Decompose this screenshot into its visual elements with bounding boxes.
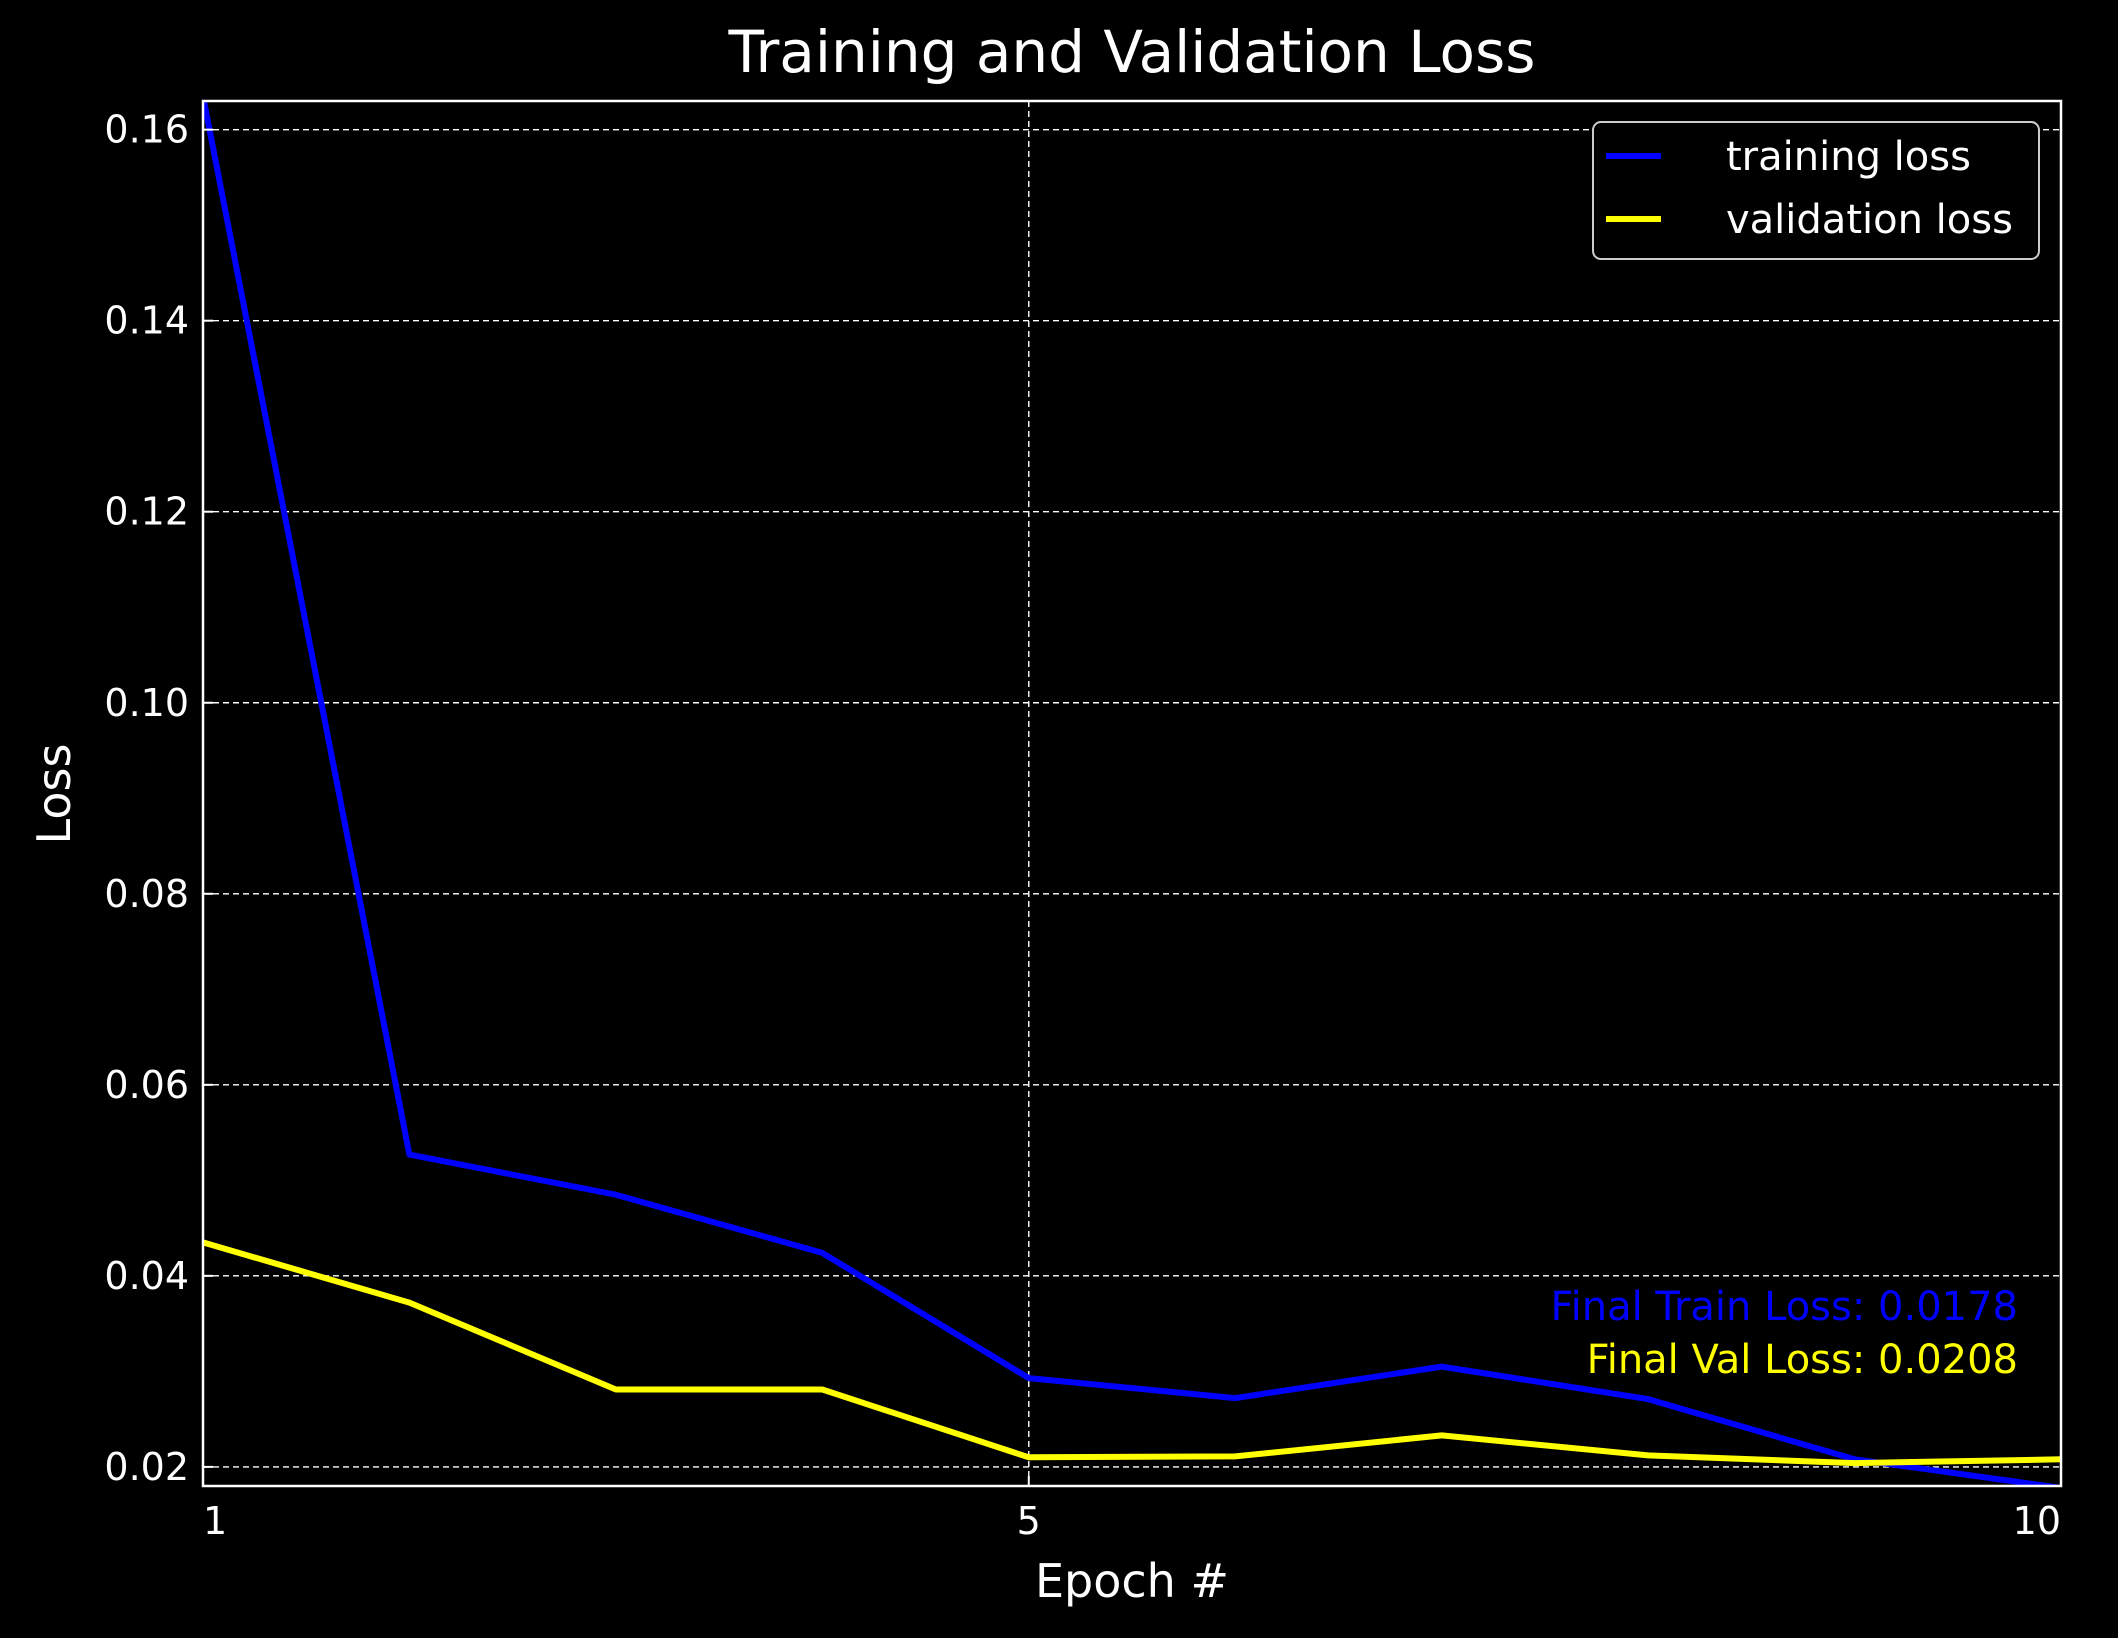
axis-ticks: 0.02 0.04 0.06 0.08 0.10 0.12 0.14 0.16 1 5 10 [104, 108, 2062, 1543]
plot-frame [201, 99, 2063, 1488]
x-tick-label: 5 [1017, 1499, 1041, 1543]
legend-box [1592, 121, 2040, 260]
y-tick-label: 0.14 [104, 299, 189, 343]
y-tick-label: 0.10 [104, 681, 189, 725]
x-axis-label: Epoch # [1035, 1554, 1229, 1608]
y-tick-label: 0.04 [104, 1254, 189, 1298]
legend-label-training: training loss [1726, 134, 1971, 180]
final-train-loss-annotation: Final Train Loss: 0.0178 [1551, 1284, 2018, 1330]
y-tick-label: 0.02 [104, 1445, 189, 1489]
x-tick-label: 10 [2013, 1499, 2061, 1543]
final-val-loss-annotation: Final Val Loss: 0.0208 [1587, 1337, 2018, 1383]
y-tick-label: 0.08 [104, 872, 189, 916]
series-line-training-loss [203, 101, 2061, 1486]
y-tick-label: 0.12 [104, 490, 189, 534]
x-tick-label: 1 [203, 1499, 227, 1543]
series-line-validation-loss [203, 1239, 2061, 1467]
series-lines [203, 101, 2061, 1486]
legend: training loss validation loss [1592, 121, 2040, 260]
y-tick-label: 0.06 [104, 1063, 189, 1107]
chart-title: Training and Validation Loss [728, 18, 1536, 86]
legend-label-validation: validation loss [1726, 197, 2013, 243]
y-axis-label: Loss [27, 744, 81, 845]
y-tick-label: 0.16 [104, 108, 189, 152]
